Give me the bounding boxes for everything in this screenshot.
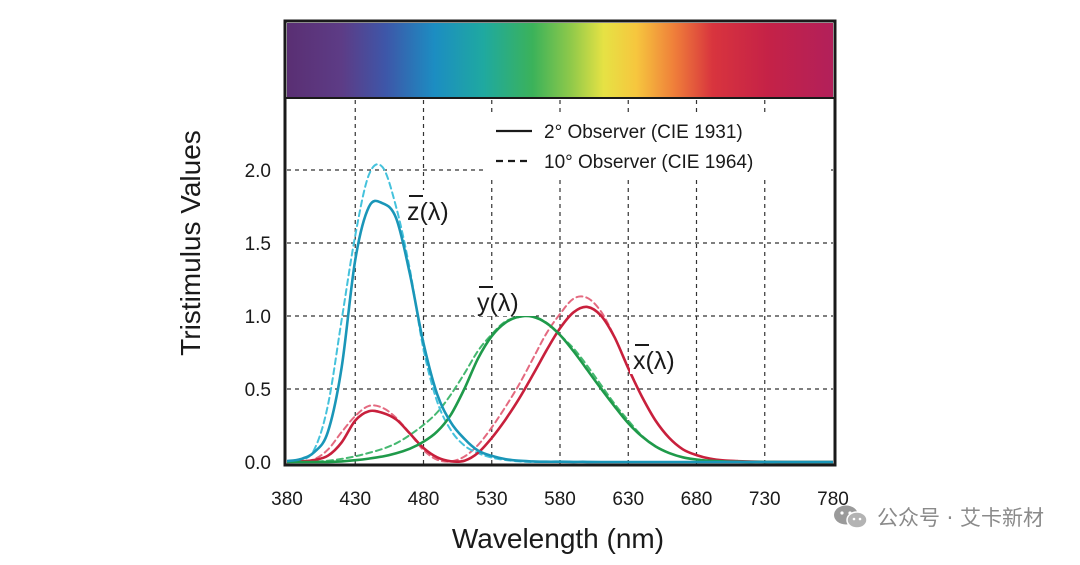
curve-label-y: y(λ) — [474, 280, 536, 317]
curve-label-x-text: x(λ) — [633, 347, 675, 375]
x-tick-630: 630 — [612, 489, 644, 510]
curves — [287, 163, 833, 464]
legend-label-10deg: 10° Observer (CIE 1964) — [544, 152, 753, 173]
x-tick-530: 530 — [476, 489, 508, 510]
x-axis-title: Wavelength (nm) — [452, 523, 664, 554]
y-tick-0.0: 0.0 — [245, 453, 271, 474]
y-axis-title: Tristimulus Values — [175, 130, 206, 356]
x-tick-480: 480 — [408, 489, 440, 510]
legend-label-2deg: 2° Observer (CIE 1931) — [544, 122, 743, 143]
series-z-2deg — [287, 199, 833, 464]
curve-label-y-text: y(λ) — [477, 289, 519, 317]
curve-label-z-text: z(λ) — [407, 198, 449, 226]
x-tick-780: 780 — [817, 489, 849, 510]
curve-label-x: x(λ) — [630, 338, 692, 375]
watermark-text: 公众号 · 艾卡新材 — [876, 506, 1044, 530]
curve-label-z: z(λ) — [404, 190, 466, 226]
y-tick-2.0: 2.0 — [245, 161, 271, 182]
legend: 2° Observer (CIE 1931) 10° Observer (CIE… — [487, 114, 827, 180]
x-tick-380: 380 — [271, 489, 303, 510]
x-tick-680: 680 — [681, 489, 713, 510]
grid — [287, 100, 833, 465]
y-tick-1.5: 1.5 — [245, 234, 271, 255]
watermark: 公众号 · 艾卡新材 — [833, 502, 1044, 532]
x-tick-labels: 380 430 480 530 580 630 680 730 780 — [271, 489, 849, 510]
x-tick-730: 730 — [749, 489, 781, 510]
legend-background — [487, 114, 827, 180]
x-tick-430: 430 — [339, 489, 371, 510]
wechat-icon — [833, 504, 869, 530]
spectrum-band — [287, 23, 833, 98]
y-tick-0.5: 0.5 — [245, 380, 271, 401]
x-tick-580: 580 — [544, 489, 576, 510]
plot-frame — [283, 19, 837, 467]
y-tick-1.0: 1.0 — [245, 307, 271, 328]
y-tick-labels: 0.0 0.5 1.0 1.5 2.0 — [245, 161, 271, 474]
